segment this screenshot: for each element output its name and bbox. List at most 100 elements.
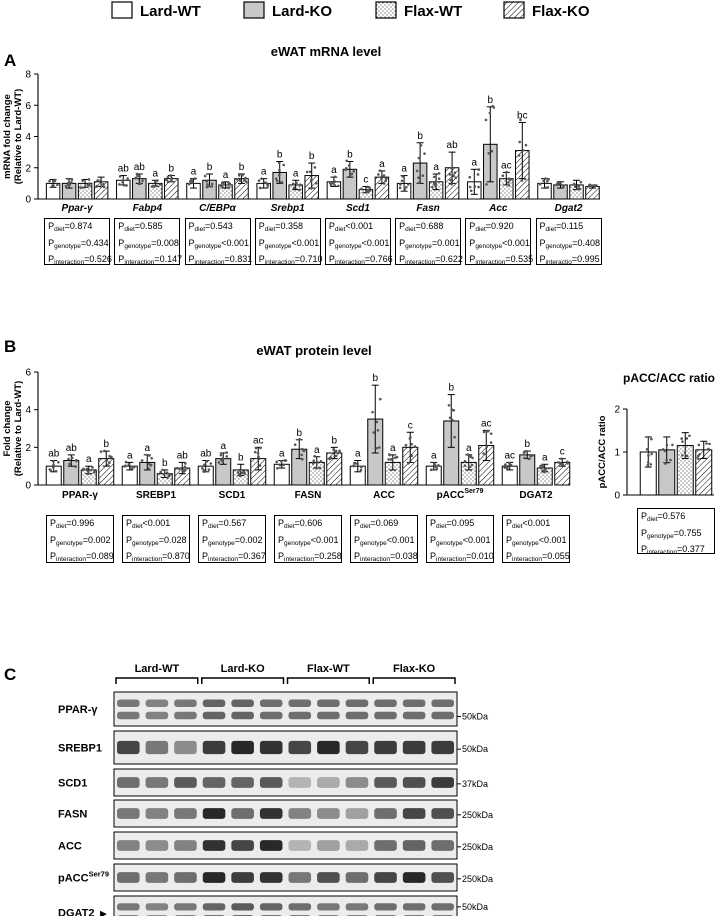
data-point (124, 460, 128, 464)
blot-band (231, 740, 254, 755)
data-point (302, 449, 306, 453)
blot-band (431, 740, 454, 755)
blot-band (145, 777, 169, 788)
blot-group-label: Flax-KO (393, 663, 436, 675)
data-point (545, 179, 549, 183)
data-point (337, 184, 340, 188)
data-point (468, 465, 472, 469)
blot-band (374, 903, 397, 911)
stats-line: Pdiet=0.585 (118, 221, 163, 233)
data-point (544, 467, 548, 471)
data-point (518, 140, 521, 144)
category-label: C/EBPα (199, 203, 237, 214)
data-point (477, 168, 481, 171)
significance-letter: a (153, 168, 159, 179)
data-point (141, 179, 144, 183)
category-label: Acc (488, 203, 508, 214)
y-tick-label: 4 (25, 405, 31, 416)
stats-box: Pdiet=0.358 Pgenotype<0.001 Pinteraction=0… (254, 218, 322, 266)
data-point (356, 462, 359, 466)
significance-letter: c (408, 420, 413, 431)
blot-band (117, 808, 140, 819)
data-point (509, 463, 513, 467)
data-point (448, 416, 452, 420)
data-point (466, 453, 470, 456)
blot-frame (113, 691, 458, 727)
blot-band (431, 777, 454, 788)
data-point (168, 473, 171, 476)
data-point (523, 177, 527, 181)
category-label: Srebp1 (271, 203, 305, 214)
stats-line: Pgenotype=0.001 (399, 237, 460, 250)
data-point (470, 463, 474, 467)
stats-line: Pdiet=0.688 (399, 221, 444, 233)
data-point (205, 459, 209, 463)
data-point (236, 471, 240, 474)
data-point (103, 449, 106, 453)
category-label: Ppar-γ (62, 203, 95, 214)
data-point (87, 472, 90, 476)
data-point (517, 154, 521, 157)
legend-item-lard-wt: Lard-WT (111, 1, 201, 20)
data-point (162, 473, 166, 476)
data-point (333, 184, 337, 187)
data-point (329, 181, 332, 185)
data-point (490, 149, 494, 153)
stats-box: Pdiet=0.567 Pgenotype=0.002 Pinteraction=0… (198, 515, 266, 563)
data-point (202, 468, 206, 472)
blot-band (231, 711, 254, 720)
data-point (417, 156, 421, 160)
data-point (546, 186, 550, 189)
stats-line: Pinteraction=0.535 (469, 254, 534, 266)
data-point (147, 462, 151, 466)
data-point (238, 468, 242, 472)
data-point (266, 186, 269, 189)
significance-letter: a (127, 450, 133, 461)
blot-band (402, 903, 426, 911)
blot-band (317, 872, 340, 883)
data-point (345, 167, 348, 170)
data-point (108, 461, 111, 464)
significance-letter: b (239, 162, 245, 173)
data-point (382, 174, 386, 177)
data-point (203, 463, 206, 467)
data-point (434, 180, 438, 183)
blot-band (288, 740, 312, 755)
data-point (410, 454, 414, 458)
data-point (82, 467, 85, 471)
chart-title-mrna: eWAT mRNA level (271, 44, 382, 59)
data-point (293, 443, 297, 447)
data-point (507, 464, 510, 468)
data-point (140, 459, 144, 462)
blot-band (288, 777, 312, 788)
data-point (92, 470, 96, 474)
data-point (118, 175, 122, 178)
data-point (593, 184, 597, 187)
data-point (399, 183, 402, 186)
data-point (274, 177, 278, 181)
data-point (415, 169, 419, 173)
category-label: FASN (295, 490, 322, 501)
data-point (557, 461, 560, 464)
significance-letter: a (220, 441, 226, 452)
data-point (491, 104, 495, 108)
data-point (253, 450, 257, 454)
data-point (696, 454, 700, 458)
data-point (166, 476, 169, 479)
blot-band (288, 711, 312, 720)
data-point (138, 175, 141, 178)
blot-band (202, 711, 226, 720)
data-point (150, 456, 153, 460)
data-point (453, 171, 457, 175)
significance-letter: a (472, 157, 478, 168)
blot-band (374, 777, 397, 788)
significance-letter: b (296, 428, 302, 439)
data-point (243, 178, 246, 182)
blot-band (145, 872, 169, 883)
stats-line: Pdiet=0.920 (469, 221, 514, 233)
data-point (489, 432, 493, 435)
data-point (221, 457, 225, 460)
significance-letter: b (169, 164, 175, 175)
data-point (507, 177, 511, 180)
significance-letter: a (466, 443, 472, 454)
